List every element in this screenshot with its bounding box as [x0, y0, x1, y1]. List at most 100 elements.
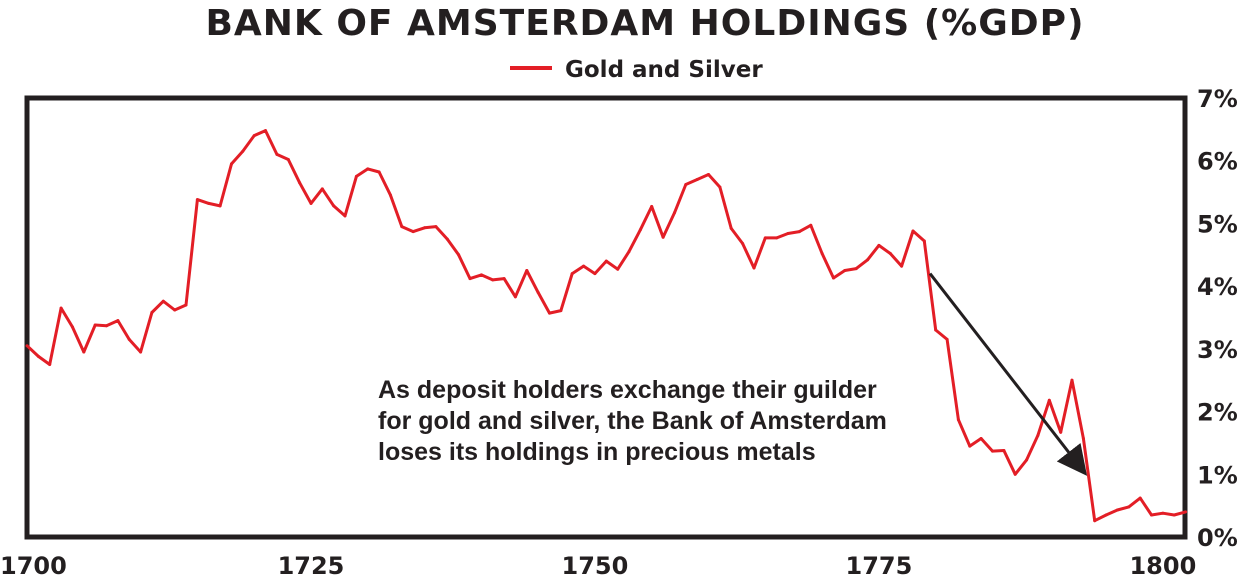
data-point — [139, 350, 143, 354]
data-point — [48, 363, 52, 366]
data-point — [320, 187, 324, 191]
data-point — [570, 272, 574, 276]
data-point — [105, 324, 108, 328]
data-point — [673, 211, 676, 215]
data-point — [661, 235, 665, 239]
data-point — [82, 350, 86, 354]
data-point — [116, 319, 120, 323]
data-point — [354, 174, 358, 178]
data-point — [366, 167, 370, 171]
data-point — [252, 134, 256, 138]
data-point — [729, 226, 733, 230]
data-point — [423, 226, 427, 230]
y-tick-label: 3% — [1197, 336, 1238, 364]
data-point — [616, 267, 620, 271]
data-point — [707, 173, 710, 176]
data-point — [468, 277, 472, 281]
data-point — [207, 201, 211, 205]
data-point — [59, 306, 63, 310]
data-point — [956, 418, 960, 422]
data-point — [479, 273, 483, 277]
data-point — [775, 236, 779, 240]
y-tick-label: 2% — [1197, 399, 1238, 427]
annotation-text-line-3: loses its holdings in precious metals — [378, 438, 816, 466]
data-point — [900, 264, 904, 268]
data-point — [945, 337, 949, 341]
data-point — [36, 354, 40, 358]
data-point — [309, 201, 313, 205]
data-point — [797, 230, 801, 234]
data-point — [684, 183, 688, 186]
x-tick-label: 1775 — [846, 552, 913, 576]
data-point — [741, 242, 745, 245]
data-point — [1036, 433, 1040, 437]
data-point — [275, 152, 279, 156]
data-point — [298, 181, 302, 185]
y-tick-label: 5% — [1197, 210, 1238, 238]
annotation: As deposit holders exchange their guilde… — [378, 272, 1088, 476]
x-tick-label: 1800 — [1129, 552, 1196, 576]
y-tick-label: 7% — [1197, 85, 1238, 113]
data-point — [1013, 472, 1017, 476]
data-point — [1002, 449, 1006, 452]
data-point — [979, 437, 983, 440]
x-tick-label: 1750 — [562, 552, 629, 576]
data-point — [127, 337, 131, 341]
data-point — [184, 303, 188, 307]
data-point — [604, 259, 608, 263]
data-point — [832, 276, 835, 280]
chart-title: BANK OF AMSTERDAM HOLDINGS (%GDP) — [205, 3, 1084, 44]
data-point — [650, 205, 654, 208]
data-point — [1070, 378, 1074, 382]
data-point — [389, 193, 392, 197]
data-point — [593, 272, 597, 276]
data-point — [377, 170, 381, 174]
data-point — [502, 277, 506, 281]
data-point — [161, 299, 165, 303]
data-point — [582, 264, 586, 268]
data-point — [695, 178, 699, 181]
data-point — [457, 253, 461, 257]
data-point — [93, 323, 97, 327]
data-point — [434, 225, 438, 229]
y-tick-label: 6% — [1197, 148, 1238, 176]
data-point — [513, 295, 517, 299]
data-point — [445, 237, 449, 241]
data-point — [638, 228, 642, 232]
data-point — [854, 267, 858, 271]
data-point — [763, 236, 767, 240]
data-point — [1047, 398, 1051, 402]
x-tick-label: 1725 — [278, 552, 345, 576]
data-point — [888, 252, 892, 255]
data-point — [343, 214, 347, 218]
data-point — [1093, 519, 1097, 523]
data-point — [911, 229, 915, 233]
data-point — [173, 308, 177, 312]
data-point — [1161, 511, 1165, 515]
data-point — [718, 185, 722, 189]
y-tick-label: 1% — [1197, 461, 1238, 489]
data-point — [1184, 510, 1188, 514]
data-point — [548, 311, 551, 315]
data-points — [25, 129, 1188, 523]
data-point — [1104, 513, 1108, 517]
legend-label: Gold and Silver — [565, 57, 763, 83]
y-axis: 0% 1% 2% 3% 4% 5% 6% 7% — [1197, 85, 1238, 552]
data-point — [752, 266, 756, 270]
data-point — [286, 158, 290, 161]
data-point — [1115, 508, 1119, 512]
annotation-arrow — [928, 272, 1088, 476]
x-tick-label: 1700 — [0, 552, 67, 576]
data-point — [400, 225, 404, 229]
data-point — [809, 223, 813, 227]
data-point — [150, 311, 154, 314]
data-point — [922, 239, 926, 243]
data-point — [70, 325, 74, 329]
data-point — [411, 230, 415, 234]
data-point — [241, 149, 245, 153]
data-point — [843, 269, 847, 272]
plot-frame — [24, 95, 1188, 540]
data-point — [820, 252, 824, 255]
data-point — [25, 344, 29, 348]
